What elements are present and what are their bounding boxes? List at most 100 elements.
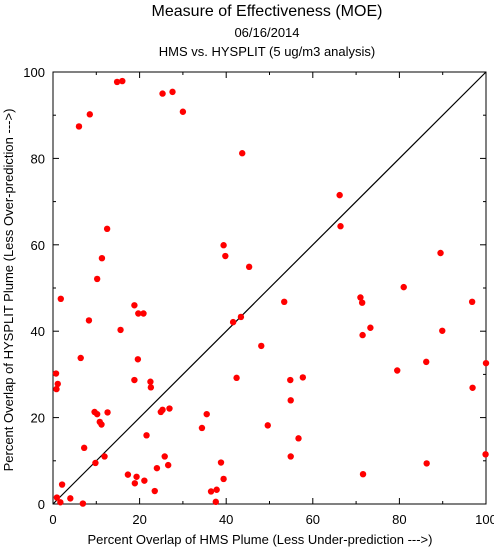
data-point: [101, 453, 108, 460]
data-point: [239, 150, 246, 157]
data-point: [131, 302, 138, 309]
data-point: [394, 367, 401, 374]
data-point: [336, 191, 343, 199]
data-point: [151, 487, 158, 495]
x-tick-label: 0: [49, 512, 56, 527]
data-point: [117, 326, 124, 334]
data-point: [423, 460, 430, 467]
data-point: [359, 331, 366, 339]
data-point: [212, 498, 220, 506]
data-point: [400, 283, 407, 291]
data-point: [245, 263, 253, 271]
x-tick-label: 40: [219, 512, 233, 527]
data-point: [54, 380, 61, 388]
data-point: [53, 385, 60, 393]
data-point: [281, 298, 288, 306]
data-point: [131, 376, 138, 384]
data-point: [357, 294, 364, 301]
data-point: [86, 111, 94, 118]
data-point: [98, 421, 105, 428]
data-point: [229, 318, 237, 326]
data-point: [93, 275, 101, 283]
x-tick-labels: 0 20 40 60 80 100: [49, 512, 494, 527]
data-point: [159, 90, 166, 97]
diagonal-reference-line: [52, 71, 487, 505]
data-point: [75, 123, 83, 130]
data-point: [222, 252, 229, 260]
y-tick-labels: 0 20 40 60 80 100: [23, 65, 45, 512]
data-point: [93, 410, 101, 418]
data-point: [482, 451, 489, 458]
data-point: [358, 299, 366, 306]
data-point: [359, 470, 367, 478]
data-point: [287, 453, 294, 460]
data-point: [337, 223, 344, 230]
data-point: [98, 254, 106, 262]
data-point: [134, 356, 142, 363]
data-point: [482, 359, 490, 367]
data-point: [439, 327, 446, 334]
data-point: [57, 499, 64, 506]
data-point: [103, 225, 111, 233]
axis-ticks: [52, 71, 487, 505]
y-tick-label: 40: [31, 324, 45, 339]
data-point: [469, 384, 476, 391]
data-point: [217, 459, 225, 466]
data-point: [437, 249, 444, 257]
x-tick-label: 20: [132, 512, 146, 527]
y-tick-label: 60: [31, 238, 45, 253]
data-point: [153, 464, 161, 472]
chart-date: 06/16/2014: [234, 25, 299, 40]
data-point: [52, 370, 60, 377]
data-point: [143, 432, 150, 439]
data-point: [198, 424, 206, 432]
data-point: [233, 374, 240, 382]
data-points: [52, 77, 490, 507]
data-point: [264, 422, 271, 429]
x-tick-label: 100: [475, 512, 494, 527]
data-point: [79, 500, 87, 507]
data-point: [80, 444, 88, 452]
y-tick-label: 80: [31, 151, 45, 166]
data-point: [169, 88, 176, 96]
y-tick-label: 20: [31, 411, 45, 426]
x-tick-label: 60: [306, 512, 320, 527]
data-point: [147, 384, 155, 391]
data-point: [203, 410, 210, 418]
data-point: [207, 488, 215, 495]
data-point: [367, 324, 374, 331]
data-point: [213, 486, 220, 493]
chart-subtitle: HMS vs. HYSPLIT (5 ug/m3 analysis): [159, 44, 376, 59]
data-point: [423, 358, 430, 366]
data-point: [468, 298, 476, 306]
data-point: [113, 78, 121, 86]
data-point: [92, 459, 99, 467]
data-point: [164, 461, 172, 469]
data-point: [295, 435, 302, 442]
data-point: [161, 453, 168, 460]
data-point: [147, 378, 154, 385]
data-point: [166, 405, 173, 412]
x-axis-label: Percent Overlap of HMS Plume (Less Under…: [88, 532, 433, 547]
data-point: [287, 376, 294, 384]
data-point: [220, 242, 227, 249]
y-tick-label: 0: [38, 497, 45, 512]
data-point: [135, 310, 142, 317]
y-tick-label: 100: [23, 65, 45, 80]
data-point: [258, 342, 265, 350]
data-point: [131, 480, 139, 487]
data-point: [77, 354, 84, 362]
data-point: [237, 313, 245, 321]
data-point: [179, 108, 187, 115]
data-point: [141, 477, 148, 484]
data-point: [287, 397, 294, 404]
data-point: [157, 408, 165, 416]
chart-title: Measure of Effectiveness (MOE): [152, 3, 383, 20]
data-point: [53, 494, 61, 501]
data-point: [220, 475, 227, 483]
data-point: [104, 409, 111, 416]
data-point: [299, 374, 307, 381]
data-point: [119, 77, 126, 85]
data-point: [124, 471, 132, 478]
